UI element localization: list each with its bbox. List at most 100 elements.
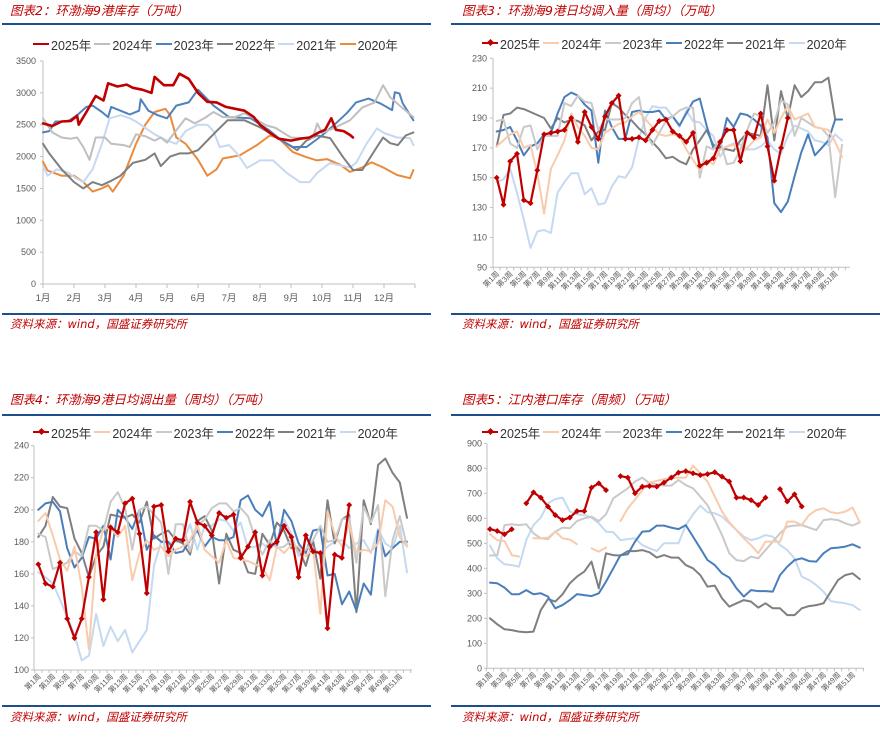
y-tick-label: 400	[467, 563, 482, 573]
legend-label: 2023年	[173, 38, 214, 53]
legend-line-swatch	[278, 42, 295, 46]
legend-line-swatch	[278, 430, 295, 434]
legend-item-2025: 2025年	[33, 35, 91, 54]
river-port-inventory-line-chart: 0100200300400500600700800900第1周第3周第5周第7周…	[467, 438, 864, 693]
y-tick-label: 500	[467, 538, 482, 548]
series-line-2024	[495, 105, 843, 215]
x-tick-label: 8月	[253, 293, 268, 304]
data-point-2025	[35, 561, 42, 568]
series-line-2024	[489, 533, 520, 558]
legend-line-swatch	[155, 42, 172, 46]
series-line-2025	[41, 72, 355, 142]
y-tick-label: 150	[472, 173, 487, 183]
y-tick-label: 220	[14, 473, 29, 483]
diamond-marker-icon	[37, 428, 45, 436]
data-point-2025	[42, 580, 49, 587]
legend-label: 2020年	[806, 426, 847, 441]
legend-line-swatch	[33, 428, 49, 436]
data-point-2025	[151, 503, 157, 510]
data-point-2025	[259, 572, 266, 579]
legend-line-swatch	[604, 41, 621, 45]
data-point-2025	[757, 110, 764, 117]
source-note: 资料来源：wind，国盛证券研究所	[10, 710, 187, 724]
data-point-2025	[730, 127, 737, 133]
data-point-2025	[740, 494, 747, 501]
y-tick-label: 180	[14, 537, 29, 547]
data-point-2025	[187, 498, 194, 505]
legend-item-2022: 2022年	[665, 34, 725, 53]
series-line-2025	[778, 487, 803, 508]
x-tick-label: 5月	[160, 293, 175, 304]
legend-line-swatch	[543, 41, 560, 45]
legend-line-swatch	[482, 39, 498, 47]
x-tick-label: 2月	[67, 293, 82, 304]
legend-label: 2022年	[683, 37, 725, 52]
legend-line-swatch	[216, 430, 233, 434]
legend-item-2022: 2022年	[665, 423, 724, 442]
chart-legend: 2025年 2024年 2023年 2022年 2021年 2020年	[482, 34, 847, 53]
legend-line-swatch	[543, 430, 560, 434]
data-point-2025	[85, 574, 92, 581]
y-tick-label: 3000	[16, 88, 36, 98]
data-point-2025	[771, 177, 778, 184]
legend-item-2023: 2023年	[155, 35, 214, 54]
series-line-2020	[489, 496, 861, 612]
outflow-line-chart: 100120140160180200220240第1周第3周第5周第7周第9周第…	[14, 441, 412, 695]
legend-label: 2021年	[745, 37, 786, 52]
chart-legend: 2025年 2024年 2023年 2022年 2021年 2020年	[482, 423, 847, 442]
x-tick-label: 7月	[222, 293, 237, 304]
data-point-2025	[574, 138, 581, 145]
y-tick-label: 200	[467, 613, 482, 623]
legend-label: 2021年	[296, 426, 337, 441]
y-tick-label: 1000	[16, 215, 36, 225]
legend-label: 2024年	[561, 426, 602, 441]
y-tick-label: 130	[472, 203, 487, 213]
legend-item-2023: 2023年	[155, 423, 214, 442]
data-point-2025	[346, 502, 353, 508]
legend-label: 2025年	[500, 37, 541, 52]
y-tick-label: 190	[472, 113, 487, 123]
data-point-2025	[136, 530, 143, 537]
chart-legend: 2025年 2024年 2023年 2022年 2021年 2020年	[33, 35, 398, 54]
legend-line-swatch	[727, 41, 744, 45]
data-point-2025	[493, 174, 500, 181]
y-tick-label: 160	[14, 569, 29, 579]
legend-label: 2025年	[500, 426, 541, 441]
series-line-2023	[495, 94, 843, 199]
title-divider	[451, 414, 880, 416]
legend-item-2020: 2020年	[788, 34, 847, 53]
series-line-2023	[42, 88, 415, 148]
legend-line-swatch	[33, 42, 49, 46]
data-point-2025	[100, 596, 107, 603]
y-tick-label: 3500	[16, 56, 36, 66]
series-line-2024	[42, 84, 415, 161]
series-line-2020	[495, 105, 843, 249]
series-line-2020	[37, 518, 408, 662]
legend-line-swatch	[665, 430, 682, 434]
legend-line-swatch	[788, 41, 805, 45]
legend-label: 2023年	[622, 37, 663, 52]
legend-item-2022: 2022年	[216, 423, 275, 442]
series-line-2024	[532, 530, 578, 546]
legend-item-2023: 2023年	[604, 34, 663, 53]
source-note: 资料来源：wind，国盛证券研究所	[10, 317, 187, 331]
series-line-2022	[37, 494, 408, 612]
source-divider	[2, 313, 431, 315]
legend-line-swatch	[155, 430, 172, 434]
data-point-2025	[143, 590, 150, 597]
legend-label: 2025年	[51, 426, 92, 441]
series-line-2023	[37, 491, 408, 598]
series-line-2025	[525, 482, 608, 522]
legend-label: 2022年	[234, 38, 276, 53]
data-point-2025	[295, 574, 302, 581]
source-note: 资料来源：wind，国盛证券研究所	[462, 317, 639, 331]
legend-label: 2020年	[806, 37, 847, 52]
y-tick-label: 300	[467, 588, 482, 598]
legend-line-swatch	[727, 430, 744, 434]
figure-title: 图表3：环渤海9港日均调入量（周均）（万吨）	[462, 3, 722, 18]
source-note: 资料来源：wind，国盛证券研究所	[462, 710, 639, 724]
y-tick-label: 90	[477, 262, 487, 272]
source-divider	[451, 313, 880, 315]
legend-item-2024: 2024年	[543, 423, 602, 442]
